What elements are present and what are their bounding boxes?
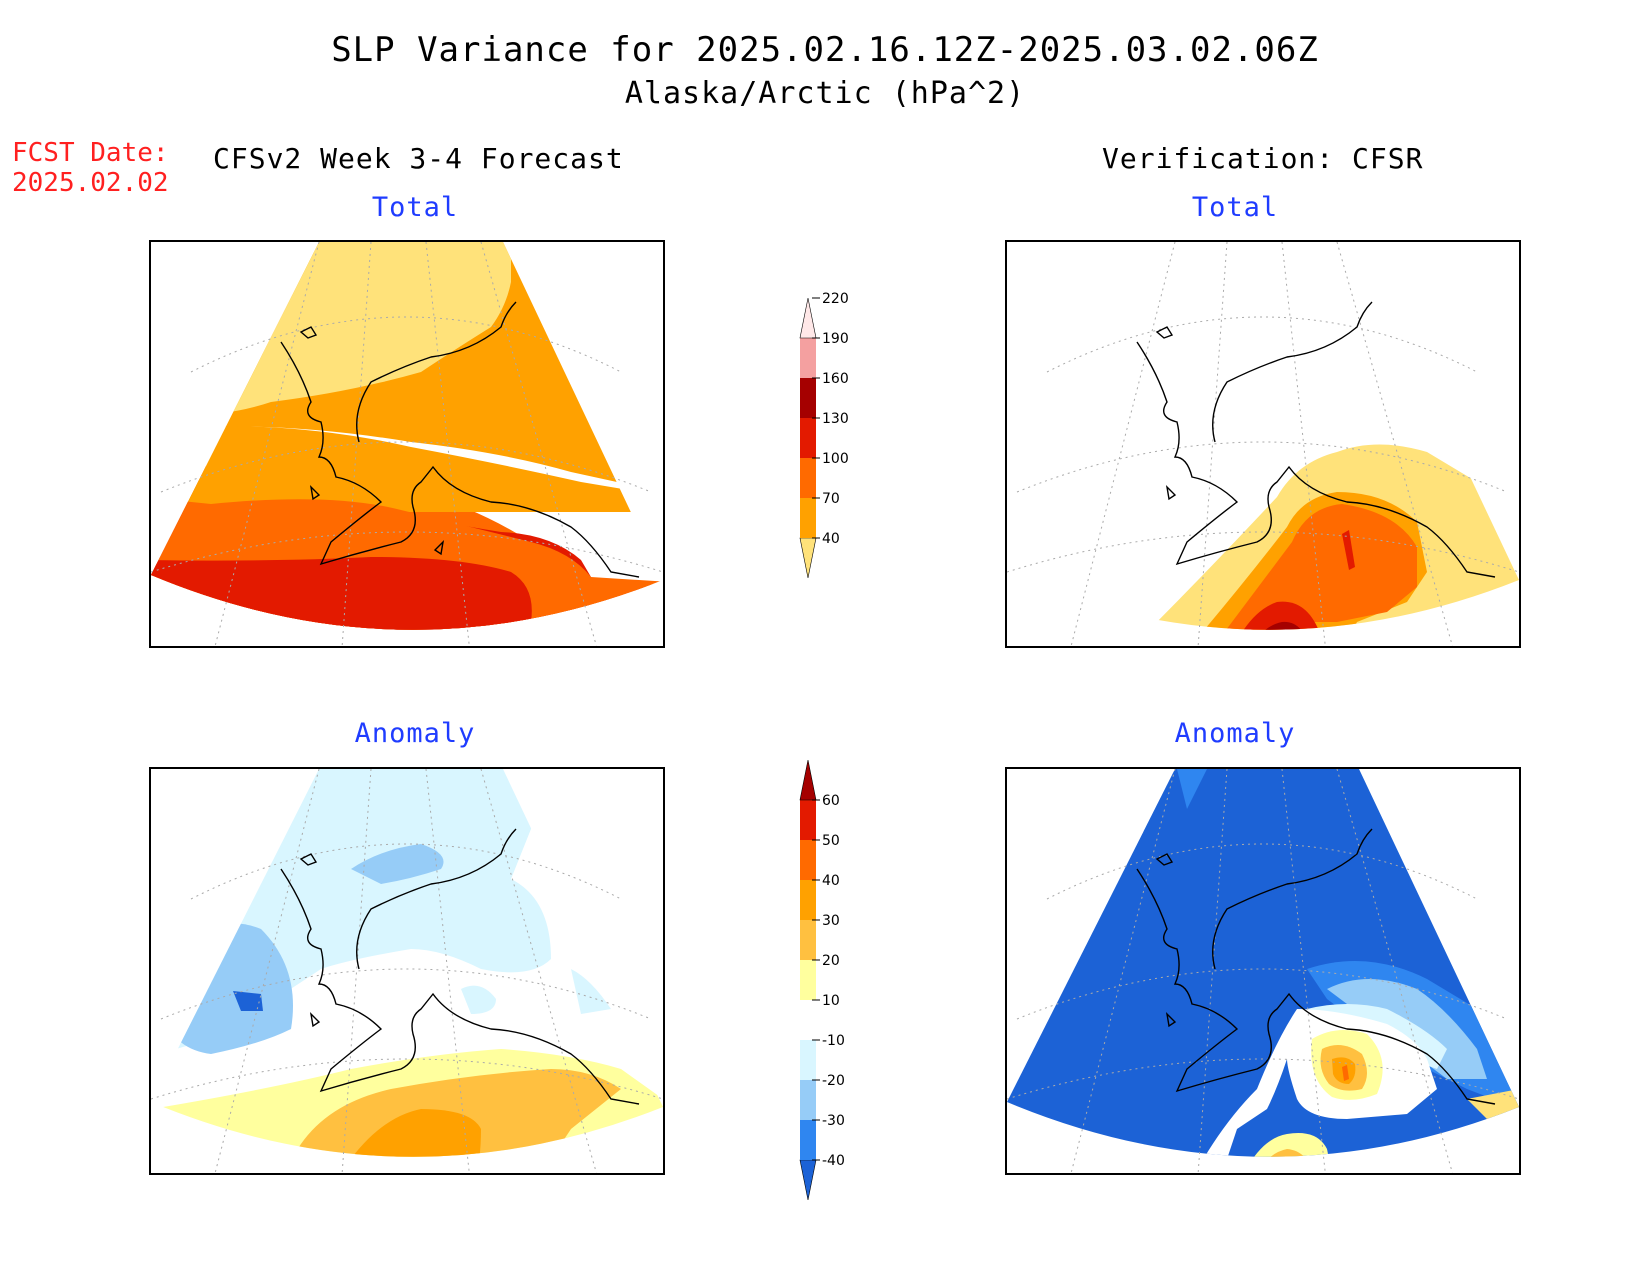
anomaly-colorbar-tick-label: -20 xyxy=(822,1073,845,1089)
anomaly-colorbar-swatch xyxy=(800,1120,816,1160)
anomaly-colorbar-swatch xyxy=(800,920,816,960)
anomaly-colorbar: -40 -30 -20 -10 10 20 30 40 50 60 xyxy=(790,750,880,1201)
anomaly-colorbar-swatch xyxy=(800,1080,816,1120)
chart-title: SLP Variance for 2025.02.16.12Z-2025.03.… xyxy=(331,30,1319,70)
total-colorbar-tick-label: 40 xyxy=(822,531,840,547)
total-colorbar: 40 70 100 130 160 190 220 xyxy=(790,280,880,610)
total-colorbar-swatch xyxy=(800,458,816,498)
verification-total-map xyxy=(1005,240,1521,648)
forecast-anomaly-title: Anomaly xyxy=(354,718,476,749)
coastline xyxy=(280,301,640,578)
anomaly-colorbar-tick-label: 50 xyxy=(822,833,840,849)
total-colorbar-tick-label: 160 xyxy=(822,371,849,387)
total-colorbar-swatch xyxy=(799,297,817,339)
anomaly-colorbar-tick-label: 40 xyxy=(822,873,840,889)
anomaly-colorbar-swatch xyxy=(800,1040,816,1080)
anomaly-colorbar-swatch xyxy=(800,880,816,920)
coastline xyxy=(1136,301,1496,578)
verification-column-title: Verification: CFSR xyxy=(1102,142,1424,175)
anomaly-colorbar-swatch xyxy=(800,960,816,1000)
verification-anomaly-title: Anomaly xyxy=(1174,718,1296,749)
total-colorbar-tick-label: 100 xyxy=(822,451,849,467)
coastline xyxy=(1136,828,1496,1105)
chart-subtitle: Alaska/Arctic (hPa^2) xyxy=(624,76,1026,111)
anomaly-colorbar-swatch xyxy=(800,840,816,880)
anomaly-colorbar-tick-label: -40 xyxy=(822,1153,845,1169)
total-colorbar-tick-label: 130 xyxy=(822,411,849,427)
anomaly-colorbar-tick-label: 10 xyxy=(822,993,840,1009)
anomaly-colorbar-tick-label: -30 xyxy=(822,1113,845,1129)
total-colorbar-swatch xyxy=(799,537,817,579)
coastline xyxy=(280,828,640,1105)
anomaly-colorbar-swatch xyxy=(799,1159,817,1201)
forecast-total-title: Total xyxy=(371,192,459,223)
fcst-date-value: 2025.02.02 xyxy=(12,168,169,198)
anomaly-colorbar-tick-label: 60 xyxy=(822,793,840,809)
anomaly-colorbar-swatch xyxy=(799,759,817,801)
anomaly-colorbar-tick-label: 30 xyxy=(822,913,840,929)
total-colorbar-swatch xyxy=(800,378,816,418)
anomaly-colorbar-swatch xyxy=(800,1000,816,1040)
total-colorbar-tick-label: 220 xyxy=(822,291,849,307)
total-colorbar-tick-label: 190 xyxy=(822,331,849,347)
anomaly-colorbar-tick-label: -10 xyxy=(822,1033,845,1049)
forecast-total-map xyxy=(149,240,665,648)
anomaly-colorbar-swatch xyxy=(800,800,816,840)
anomaly-colorbar-tick-label: 20 xyxy=(822,953,840,969)
fcst-date-block: FCST Date: 2025.02.02 xyxy=(12,138,169,198)
verification-anomaly-map xyxy=(1005,767,1521,1175)
total-colorbar-swatch xyxy=(800,498,816,538)
forecast-column-title: CFSv2 Week 3-4 Forecast xyxy=(213,142,624,175)
verification-total-title: Total xyxy=(1191,192,1279,223)
forecast-anomaly-map xyxy=(149,767,665,1175)
fcst-date-label: FCST Date: xyxy=(12,138,169,168)
total-colorbar-tick-label: 70 xyxy=(822,491,840,507)
total-colorbar-swatch xyxy=(800,338,816,378)
total-colorbar-swatch xyxy=(800,418,816,458)
